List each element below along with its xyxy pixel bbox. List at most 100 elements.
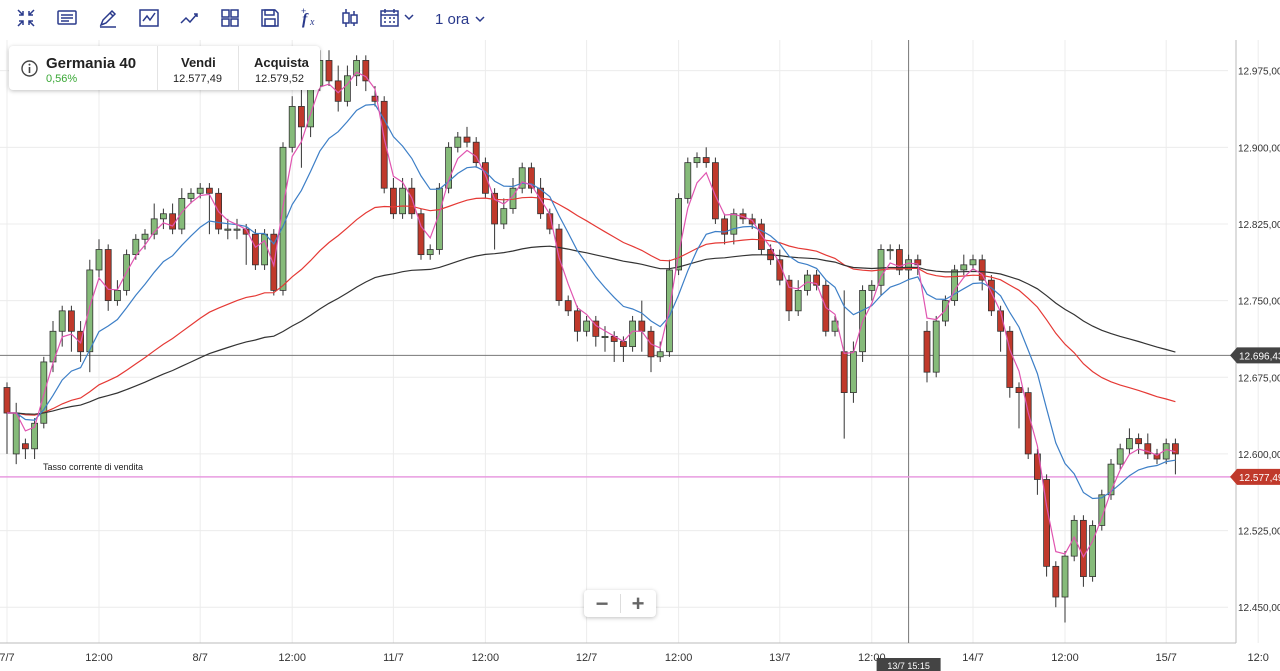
- candle[interactable]: [868, 280, 876, 301]
- candle[interactable]: [169, 203, 177, 235]
- candle[interactable]: [481, 157, 489, 199]
- candle[interactable]: [325, 50, 333, 86]
- candle[interactable]: [454, 131, 462, 153]
- candle[interactable]: [813, 269, 820, 291]
- candle[interactable]: [1024, 387, 1032, 460]
- layout-icon[interactable]: [216, 5, 244, 31]
- candle[interactable]: [896, 244, 903, 276]
- candle[interactable]: [141, 229, 149, 250]
- candle[interactable]: [380, 96, 388, 194]
- candle[interactable]: [1107, 459, 1115, 500]
- candle[interactable]: [923, 321, 931, 383]
- calendar-icon[interactable]: [376, 5, 414, 31]
- candle[interactable]: [472, 137, 480, 168]
- candle[interactable]: [178, 188, 186, 235]
- candle[interactable]: [693, 152, 701, 168]
- buy-value[interactable]: 12.579,52: [255, 73, 304, 85]
- candle[interactable]: [343, 65, 351, 107]
- candle[interactable]: [886, 244, 894, 260]
- candle[interactable]: [583, 315, 590, 337]
- candle[interactable]: [362, 55, 370, 92]
- zoom-in-button[interactable]: +: [631, 590, 645, 616]
- candle[interactable]: [675, 193, 682, 276]
- candle[interactable]: [12, 402, 20, 465]
- candle[interactable]: [1006, 326, 1014, 398]
- candle[interactable]: [31, 418, 39, 460]
- candle[interactable]: [95, 239, 103, 281]
- candle[interactable]: [822, 280, 830, 337]
- candle[interactable]: [969, 254, 977, 270]
- candle[interactable]: [794, 280, 802, 316]
- info-icon[interactable]: [21, 60, 38, 77]
- candle[interactable]: [233, 218, 241, 240]
- timeframe-select[interactable]: 1 ora: [435, 8, 485, 30]
- candle[interactable]: [518, 162, 526, 194]
- candle[interactable]: [647, 326, 655, 373]
- candle[interactable]: [978, 254, 986, 291]
- candle[interactable]: [721, 213, 728, 245]
- candle[interactable]: [389, 177, 397, 219]
- candle[interactable]: [564, 295, 572, 316]
- candle[interactable]: [251, 229, 259, 270]
- candle[interactable]: [205, 183, 213, 235]
- candle[interactable]: [463, 126, 471, 148]
- candle[interactable]: [288, 96, 296, 153]
- candle[interactable]: [684, 157, 692, 204]
- save-icon[interactable]: [256, 5, 284, 31]
- candle[interactable]: [574, 305, 581, 342]
- candle[interactable]: [1144, 433, 1152, 460]
- formula-icon[interactable]: f x +: [297, 5, 325, 31]
- candle[interactable]: [1172, 438, 1179, 475]
- candle[interactable]: [592, 315, 600, 347]
- candle[interactable]: [702, 147, 710, 168]
- candle[interactable]: [224, 218, 232, 240]
- candle[interactable]: [656, 341, 664, 362]
- candle[interactable]: [1116, 443, 1124, 470]
- candle[interactable]: [1015, 382, 1023, 429]
- candle[interactable]: [528, 162, 535, 194]
- candle[interactable]: [1126, 428, 1133, 454]
- candle[interactable]: [445, 142, 453, 194]
- candle[interactable]: [1034, 448, 1041, 495]
- indicator-icon[interactable]: [135, 5, 163, 31]
- candle[interactable]: [1135, 433, 1142, 454]
- candle[interactable]: [187, 188, 195, 204]
- candle[interactable]: [785, 275, 793, 322]
- candle[interactable]: [712, 157, 719, 224]
- candle[interactable]: [840, 290, 848, 439]
- candle[interactable]: [951, 264, 958, 306]
- candle[interactable]: [1061, 551, 1069, 623]
- candle[interactable]: [638, 300, 646, 352]
- candle[interactable]: [58, 305, 66, 347]
- candle[interactable]: [1153, 448, 1161, 465]
- candle[interactable]: [150, 203, 158, 240]
- candle[interactable]: [353, 55, 361, 86]
- zoom-out-button[interactable]: −: [595, 590, 609, 616]
- candle[interactable]: [104, 244, 112, 311]
- candle[interactable]: [1089, 520, 1096, 582]
- candle[interactable]: [159, 208, 167, 230]
- sell-value[interactable]: 12.577,49: [173, 73, 222, 85]
- candle[interactable]: [988, 275, 995, 316]
- candle[interactable]: [21, 438, 29, 460]
- candle[interactable]: [932, 315, 940, 378]
- candle[interactable]: [1052, 561, 1060, 608]
- trend-icon[interactable]: [176, 5, 204, 31]
- notes-icon[interactable]: [53, 5, 81, 31]
- candle[interactable]: [86, 259, 94, 373]
- candle[interactable]: [491, 188, 499, 250]
- collapse-icon[interactable]: [12, 5, 40, 31]
- candle[interactable]: [426, 244, 434, 260]
- candle[interactable]: [399, 177, 407, 219]
- candle[interactable]: [297, 85, 305, 168]
- candle[interactable]: [435, 183, 443, 255]
- candle[interactable]: [831, 315, 839, 337]
- candle[interactable]: [3, 382, 11, 454]
- buy-label[interactable]: Acquista: [254, 55, 309, 70]
- candle[interactable]: [758, 218, 765, 255]
- candle[interactable]: [114, 280, 121, 306]
- candle[interactable]: [334, 65, 342, 112]
- sell-label[interactable]: Vendi: [181, 55, 216, 70]
- candle[interactable]: [68, 305, 75, 352]
